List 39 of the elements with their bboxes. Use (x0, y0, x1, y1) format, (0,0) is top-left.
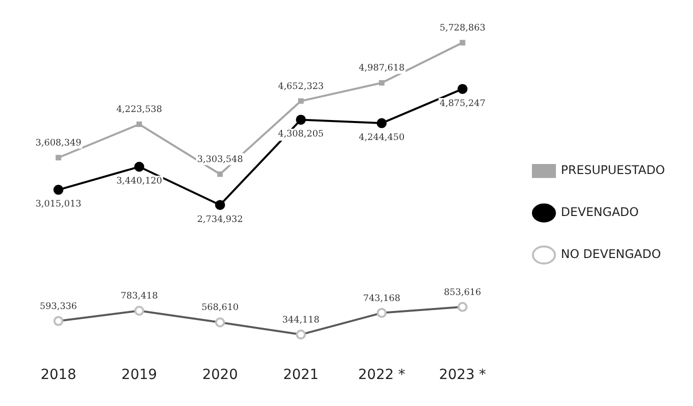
data-label: 4,244,450 (358, 132, 405, 143)
x-tick-label: 2023 * (438, 367, 486, 384)
point (136, 122, 142, 128)
data-label: 4,875,247 (440, 98, 486, 109)
data-label: 3,303,548 (197, 154, 244, 165)
point (56, 154, 62, 160)
data-label: 568,610 (201, 303, 239, 314)
legend-label: NO DEVENGADO (560, 247, 661, 262)
data-label: 3,440,120 (116, 176, 162, 187)
data-label: 783,418 (120, 292, 158, 302)
x-tick-label: 2018 (40, 367, 76, 384)
data-label: 4,308,205 (278, 130, 324, 140)
point (53, 184, 64, 195)
data-label: 593,336 (40, 302, 78, 312)
data-label: 2,734,932 (197, 214, 243, 225)
data-label: 3,015,013 (36, 200, 82, 210)
point (296, 114, 306, 125)
point (460, 40, 466, 46)
data-label: 3,608,349 (36, 138, 82, 148)
x-tick-label: 2019 (121, 367, 158, 384)
data-label: 4,987,618 (358, 64, 405, 74)
legend-label: DEVENGADO (560, 205, 639, 220)
data-label: 853,616 (444, 288, 482, 298)
data-label: 5,728,863 (440, 24, 486, 34)
data-label: 4,223,538 (116, 105, 162, 116)
data-label: 743,168 (363, 294, 401, 304)
data-label: 4,652,323 (278, 82, 324, 92)
point (458, 84, 468, 94)
point (378, 80, 384, 86)
point (215, 200, 226, 210)
point (134, 162, 144, 172)
point (217, 171, 223, 177)
legend-label: PRESUPUESTADO (560, 163, 666, 178)
x-tick-label: 2020 (202, 367, 238, 384)
point (376, 118, 387, 128)
x-tick-label: 2022 * (358, 367, 406, 384)
x-tick-label: 2021 (283, 367, 319, 384)
point (298, 98, 304, 104)
data-label: 344,118 (282, 315, 320, 326)
